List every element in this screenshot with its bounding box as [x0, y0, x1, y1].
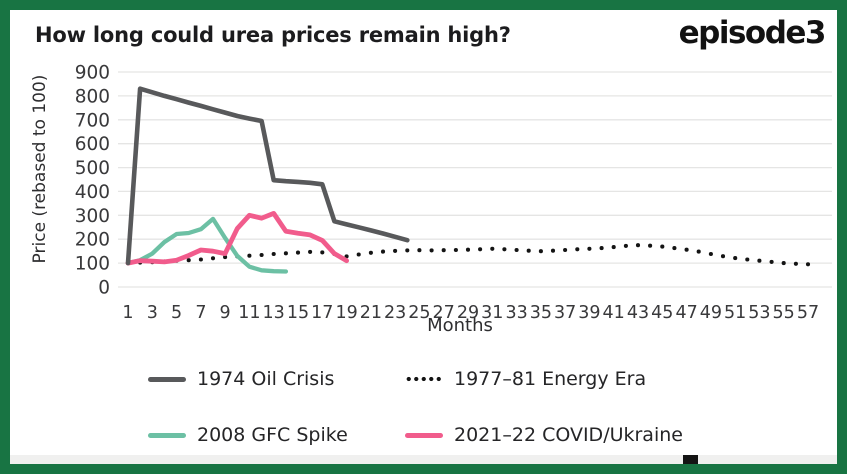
- svg-text:15: 15: [287, 303, 309, 323]
- legend-label: 1977–81 Energy Era: [454, 368, 647, 390]
- svg-text:7: 7: [195, 303, 206, 323]
- x-axis-label: Months: [427, 315, 493, 336]
- chart-title: How long could urea prices remain high?: [35, 23, 511, 47]
- svg-text:41: 41: [603, 303, 625, 323]
- svg-text:43: 43: [627, 303, 649, 323]
- svg-text:57: 57: [797, 303, 819, 323]
- y-axis-label: Price (rebased to 100): [30, 74, 50, 264]
- legend-label: 1974 Oil Crisis: [197, 368, 335, 390]
- video-progress-bar[interactable]: [10, 455, 837, 464]
- svg-text:51: 51: [724, 303, 746, 323]
- svg-text:55: 55: [773, 303, 795, 323]
- legend-item-energy-era: 1977–81 Energy Era: [405, 368, 646, 390]
- legend-item-oil-crisis: 1974 Oil Crisis: [148, 368, 334, 390]
- video-progress-marker[interactable]: [683, 455, 698, 464]
- svg-text:45: 45: [651, 303, 673, 323]
- svg-text:39: 39: [578, 303, 600, 323]
- svg-text:33: 33: [505, 303, 527, 323]
- svg-text:25: 25: [408, 303, 430, 323]
- svg-text:1: 1: [122, 303, 133, 323]
- legend-item-covid-ukraine: 2021–22 COVID/Ukraine: [405, 424, 683, 446]
- svg-text:13: 13: [263, 303, 285, 323]
- legend-label: 2008 GFC Spike: [197, 424, 348, 446]
- svg-text:11: 11: [238, 303, 260, 323]
- svg-text:35: 35: [530, 303, 552, 323]
- svg-text:300: 300: [75, 206, 110, 227]
- svg-text:600: 600: [75, 134, 110, 155]
- covid-ukraine-line-swatch: [405, 432, 443, 438]
- svg-text:900: 900: [75, 63, 110, 84]
- gfc-spike-line-swatch: [148, 432, 186, 438]
- svg-text:31: 31: [481, 303, 503, 323]
- svg-text:19: 19: [335, 303, 357, 323]
- svg-text:100: 100: [75, 254, 110, 275]
- svg-text:0: 0: [98, 278, 110, 299]
- episode3-logo: episode3: [678, 15, 827, 51]
- legend-item-gfc-spike: 2008 GFC Spike: [148, 424, 348, 446]
- svg-text:29: 29: [457, 303, 479, 323]
- svg-text:37: 37: [554, 303, 576, 323]
- svg-text:23: 23: [384, 303, 406, 323]
- svg-text:800: 800: [75, 86, 110, 107]
- svg-text:27: 27: [433, 303, 455, 323]
- legend-label: 2021–22 COVID/Ukraine: [454, 424, 683, 446]
- svg-text:500: 500: [75, 158, 110, 179]
- svg-text:47: 47: [675, 303, 697, 323]
- svg-text:3: 3: [147, 303, 158, 323]
- svg-text:5: 5: [171, 303, 182, 323]
- svg-text:700: 700: [75, 110, 110, 131]
- svg-text:400: 400: [75, 182, 110, 203]
- oil-crisis-line-swatch: [148, 376, 186, 382]
- svg-text:17: 17: [311, 303, 333, 323]
- svg-text:21: 21: [360, 303, 382, 323]
- svg-text:9: 9: [220, 303, 231, 323]
- svg-text:53: 53: [748, 303, 770, 323]
- svg-text:49: 49: [700, 303, 722, 323]
- svg-text:200: 200: [75, 230, 110, 251]
- chart-card: How long could urea prices remain high? …: [10, 10, 837, 464]
- energy-era-dotted-swatch: [405, 376, 443, 382]
